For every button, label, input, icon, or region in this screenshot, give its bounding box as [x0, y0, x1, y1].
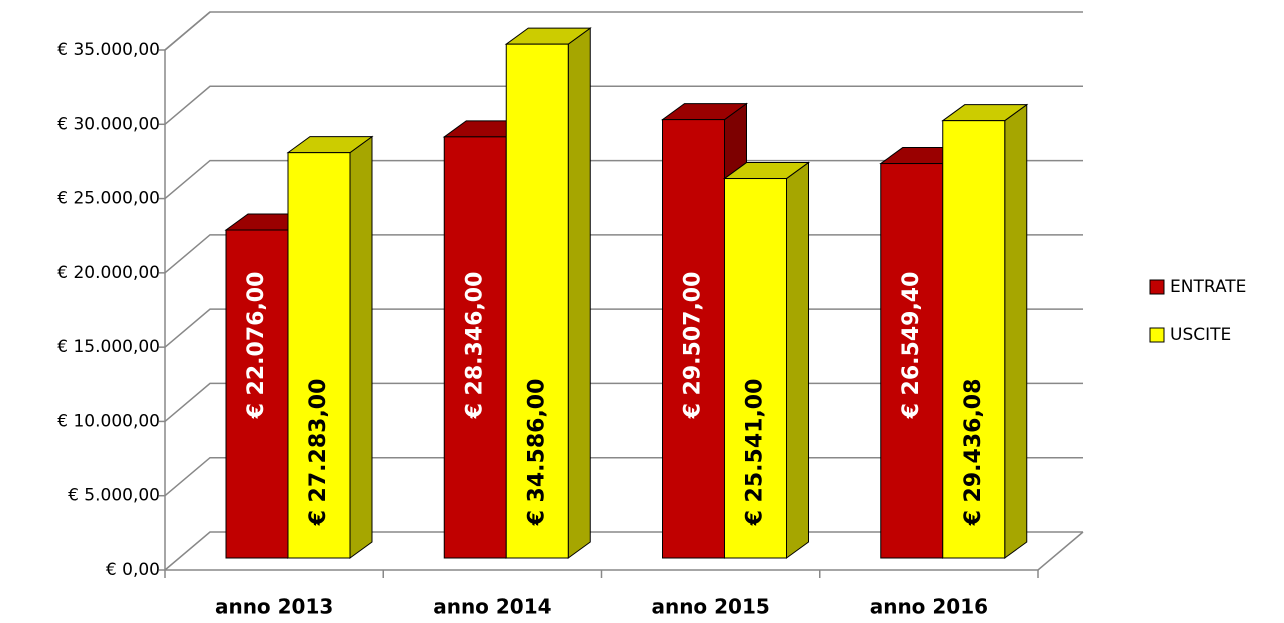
y-tick-label: € 0,00 — [106, 560, 160, 580]
legend-label: ENTRATE — [1170, 277, 1246, 297]
bar — [942, 120, 1006, 559]
grid-line — [164, 159, 1083, 200]
bar-side — [786, 161, 809, 559]
bar-side — [1004, 103, 1028, 559]
y-tick-label: € 30.000,00 — [57, 114, 160, 134]
bar — [724, 178, 787, 559]
bar — [287, 152, 351, 559]
value-label: € 26.549,40 — [899, 272, 924, 420]
value-label: € 29.436,08 — [961, 379, 986, 527]
legend-label: USCITE — [1170, 325, 1231, 345]
legend-swatch — [1149, 279, 1165, 295]
bar — [225, 229, 289, 559]
value-label: € 28.346,00 — [462, 272, 487, 420]
y-tick-label: € 20.000,00 — [57, 263, 160, 283]
y-tick-label: € 10.000,00 — [57, 411, 160, 431]
y-tick-label: € 25.000,00 — [57, 189, 160, 209]
grid-line — [164, 85, 1083, 125]
y-tick-label: € 35.000,00 — [57, 40, 160, 60]
bar — [443, 136, 507, 559]
value-label: € 22.076,00 — [244, 272, 269, 420]
bar — [662, 119, 725, 559]
grid-line — [164, 11, 1083, 51]
y-tick-label: € 15.000,00 — [57, 337, 160, 357]
x-tick-label: anno 2015 — [651, 595, 769, 619]
value-label: € 25.541,00 — [743, 379, 768, 527]
legend-swatch — [1149, 327, 1165, 343]
bar — [505, 43, 569, 559]
x-tick-label: anno 2016 — [870, 595, 988, 619]
bar-side — [567, 27, 591, 559]
x-tick-label: anno 2014 — [433, 595, 551, 619]
value-label: € 34.586,00 — [524, 379, 549, 527]
bar-side — [349, 135, 373, 559]
value-label: € 29.507,00 — [681, 272, 706, 420]
y-tick-label: € 5.000,00 — [68, 486, 160, 506]
bar — [880, 163, 944, 559]
value-label: € 27.283,00 — [306, 379, 331, 527]
x-tick-label: anno 2013 — [215, 595, 333, 619]
